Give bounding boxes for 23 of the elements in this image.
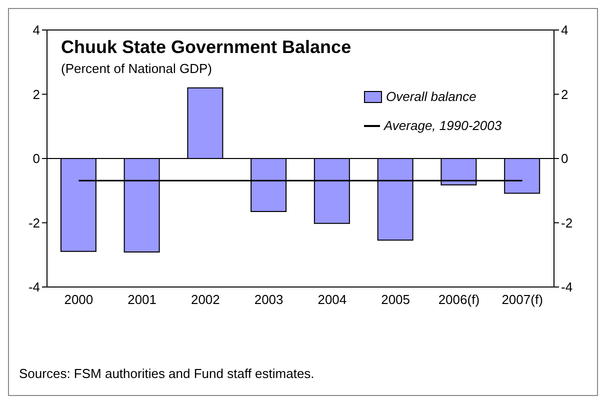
x-tick-label: 2004 <box>318 292 347 308</box>
x-tick-label: 2003 <box>254 292 284 308</box>
y-tick-label: 4 <box>32 22 40 38</box>
text: (Percent of National GDP) <box>61 61 212 76</box>
y-tick-label: 2 <box>32 86 40 102</box>
x-tick-label: 2000 <box>64 292 94 308</box>
x-tick-label: 2006(f) <box>438 292 480 308</box>
y2-tick-label: 2 <box>561 86 568 102</box>
x-tick-label: 2001 <box>128 292 157 308</box>
x-tick-label: 2002 <box>190 292 220 308</box>
source-note: Sources: FSM authorities and Fund staff estimates. <box>19 366 314 381</box>
legend-label: Overall balance <box>386 89 476 104</box>
y2-tick-label: 0 <box>561 151 568 166</box>
y2-tick-label: 4 <box>561 22 568 38</box>
y-tick-label: -2 <box>28 215 40 230</box>
legend-label: Average, 1990-2003 <box>384 118 502 133</box>
y-tick-label: -4 <box>28 280 40 295</box>
y-tick-label: 0 <box>32 151 40 166</box>
chart-title: Chuuk State Government Balance <box>61 37 352 58</box>
x-tick-label: 2005 <box>381 292 410 308</box>
y2-tick-label: -2 <box>561 215 573 230</box>
x-tick-label: 2007(f) <box>502 292 543 308</box>
y2-tick-label: -4 <box>561 280 573 295</box>
